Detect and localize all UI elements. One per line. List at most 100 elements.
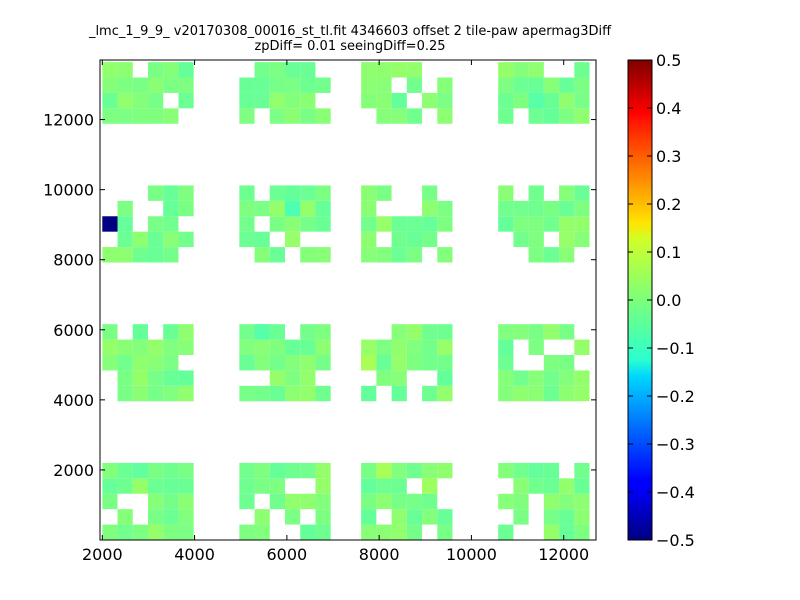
heatmap-cell <box>391 493 407 510</box>
heatmap-cell <box>102 324 118 340</box>
heatmap-cell <box>574 462 590 479</box>
heatmap-cell <box>422 509 438 525</box>
colorbar-tick-label: −0.2 <box>656 387 695 406</box>
heatmap-cell <box>117 370 133 386</box>
heatmap-cell-highlight <box>132 462 148 479</box>
colorbar-tick-label: 0.3 <box>656 147 681 166</box>
heatmap-cell <box>102 462 118 479</box>
heatmap-cell <box>559 524 575 540</box>
heatmap-cell <box>513 231 529 248</box>
heatmap-cell <box>528 462 544 479</box>
heatmap-cell <box>163 200 179 217</box>
heatmap-cell <box>513 216 529 232</box>
colorbar-tick-label: −0.1 <box>656 339 695 358</box>
heatmap-cell <box>178 77 194 93</box>
heatmap-cell <box>498 200 514 217</box>
heatmap-cell <box>239 385 255 402</box>
heatmap-cell <box>239 185 255 201</box>
heatmap-cell <box>300 493 316 510</box>
plot-frame <box>99 59 597 541</box>
heatmap-cell <box>239 216 255 232</box>
heatmap-cell <box>102 524 118 540</box>
heatmap-cell <box>422 324 438 340</box>
heatmap-cell <box>163 478 179 494</box>
heatmap-cell <box>559 77 575 93</box>
heatmap-cell <box>132 92 148 109</box>
heatmap-cell <box>559 231 575 248</box>
heatmap-cell <box>498 355 514 371</box>
heatmap-cell <box>376 216 392 232</box>
heatmap-cell <box>376 339 392 356</box>
heatmap-cell <box>376 370 392 386</box>
heatmap-cell <box>574 339 590 356</box>
heatmap-cell <box>437 216 453 232</box>
heatmap-cell <box>239 478 255 494</box>
heatmap-cell <box>300 385 316 402</box>
y-tick-label: 10000 <box>43 181 94 200</box>
heatmap-cell <box>437 462 453 479</box>
heatmap-cell <box>239 231 255 248</box>
heatmap-cell <box>300 216 316 232</box>
heatmap-cell <box>315 385 331 402</box>
heatmap-cell <box>315 200 331 217</box>
heatmap-cell <box>437 385 453 402</box>
heatmap-cell <box>376 478 392 494</box>
heatmap-cell <box>315 77 331 93</box>
heatmap-cell <box>300 355 316 371</box>
heatmap-cell <box>391 324 407 340</box>
heatmap-cell <box>269 200 286 217</box>
heatmap-cell <box>513 478 529 494</box>
heatmap-cell <box>376 62 392 78</box>
heatmap-cell <box>285 108 301 124</box>
heatmap-cell <box>239 462 255 479</box>
heatmap-cell <box>163 62 179 78</box>
x-tick-label: 8000 <box>359 545 400 564</box>
heatmap-cell <box>422 493 438 510</box>
heatmap-cell <box>574 493 590 510</box>
heatmap-cell <box>269 385 286 402</box>
heatmap-cell <box>147 185 164 201</box>
heatmap-cell <box>406 462 423 479</box>
heatmap-cell <box>574 524 590 540</box>
heatmap-cell <box>117 108 133 124</box>
heatmap-cell <box>498 493 514 510</box>
heatmap-cell <box>391 355 407 371</box>
heatmap-cell <box>574 108 590 124</box>
heatmap-cell <box>391 216 407 232</box>
heatmap-cell <box>376 108 392 124</box>
heatmap-cell <box>269 62 286 78</box>
heatmap-cell <box>574 77 590 93</box>
heatmap-cell <box>559 370 575 386</box>
heatmap-cell <box>300 77 316 93</box>
heatmap-cell <box>178 478 194 494</box>
heatmap-cell <box>376 92 392 109</box>
heatmap-cell <box>498 92 514 109</box>
heatmap-cell <box>361 462 377 479</box>
heatmap-cell <box>269 339 286 356</box>
heatmap-cell <box>513 370 529 386</box>
heatmap-cell <box>422 355 438 371</box>
heatmap-cell-highlight <box>254 324 270 340</box>
heatmap-cell <box>315 324 331 340</box>
heatmap-cell <box>269 77 286 93</box>
heatmap-cell <box>239 92 255 109</box>
heatmap-cell <box>498 339 514 356</box>
colorbar-tick-label: −0.4 <box>656 483 695 502</box>
heatmap-cell <box>147 231 164 248</box>
heatmap-cell-highlight <box>285 200 301 217</box>
heatmap-cell <box>147 108 164 124</box>
colorbar-tick-label: 0.2 <box>656 195 681 214</box>
heatmap-cell <box>163 216 179 232</box>
heatmap-cell-highlight <box>422 478 438 494</box>
heatmap-cell <box>132 355 148 371</box>
heatmap-cell-highlight <box>102 216 118 232</box>
heatmap-cell <box>391 62 407 78</box>
heatmap-cell <box>117 339 133 356</box>
heatmap-cell <box>254 478 270 494</box>
heatmap-cell <box>300 462 316 479</box>
heatmap-cell <box>406 77 423 93</box>
heatmap-cell <box>285 462 301 479</box>
heatmap-cell <box>102 493 118 510</box>
heatmap-cell <box>147 62 164 78</box>
heatmap-cell <box>269 370 286 386</box>
